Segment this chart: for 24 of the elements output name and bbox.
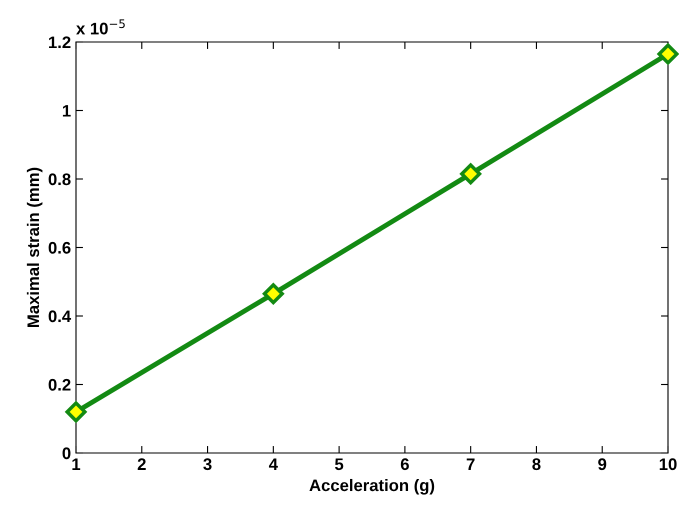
y-tick-label: 0.8 xyxy=(48,173,71,186)
x-tick-label: 4 xyxy=(268,458,278,470)
text: x 10$^{−5}$ xyxy=(76,19,125,34)
x-tick-label: 5 xyxy=(334,458,344,470)
y-axis-title: Maximal strain (mm) xyxy=(26,168,42,327)
y-tick-label: 1 xyxy=(62,105,71,117)
x-tick-label: 3 xyxy=(203,458,212,470)
x-tick-label: 9 xyxy=(598,458,606,470)
point xyxy=(460,163,482,184)
point xyxy=(262,283,284,304)
point xyxy=(65,401,87,422)
x-tick-label: 8 xyxy=(532,458,541,470)
y-tick-label: 0.6 xyxy=(48,242,71,254)
y-tick-label: 1.2 xyxy=(49,36,70,48)
x-tick-label: 2 xyxy=(138,458,146,470)
x-tick-label: 10 xyxy=(660,458,677,470)
y-tick-label: 0.2 xyxy=(48,378,70,391)
x-axis-title: Acceleration (g) xyxy=(309,478,434,495)
y-tick-label: 0.4 xyxy=(48,310,72,322)
x-tick-label: 7 xyxy=(466,458,475,470)
x-tick-label: 6 xyxy=(400,458,409,470)
x-tick-label: 1 xyxy=(72,458,80,470)
y-tick-label: 0 xyxy=(62,447,70,460)
point xyxy=(657,43,679,65)
